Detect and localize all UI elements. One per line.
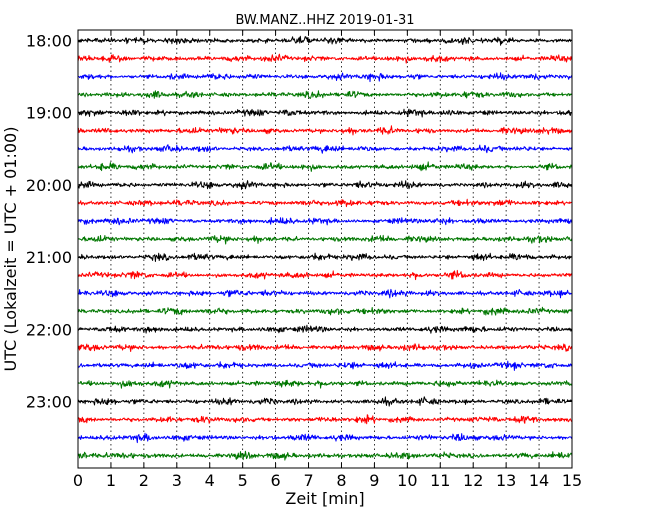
seismic-trace-4: [77, 90, 573, 99]
x-tick-label-14: 14: [529, 471, 549, 490]
seismic-trace-21: [78, 396, 573, 407]
x-tick-label-13: 13: [496, 471, 516, 490]
seismic-trace-24: [77, 450, 573, 461]
seismic-trace-7: [77, 144, 573, 154]
x-tick-label-3: 3: [172, 471, 182, 490]
x-tick-label-8: 8: [336, 471, 346, 490]
chart-title: BW.MANZ..HHZ 2019-01-31: [235, 13, 414, 28]
x-tick-label-0: 0: [73, 471, 83, 490]
x-tick-label-6: 6: [271, 471, 281, 490]
seismic-trace-8: [77, 161, 573, 172]
seismic-trace-15: [78, 288, 573, 299]
y-tick-label-20:00: 20:00: [26, 176, 72, 195]
x-tick-label-5: 5: [238, 471, 248, 490]
x-tick-label-12: 12: [463, 471, 483, 490]
seismic-trace-14: [77, 269, 573, 281]
y-tick-label-23:00: 23:00: [26, 393, 72, 412]
y-tick-label-22:00: 22:00: [26, 320, 72, 339]
seismic-trace-18: [77, 343, 573, 352]
y-tick-label-21:00: 21:00: [26, 248, 72, 267]
y-tick-label-19:00: 19:00: [26, 104, 72, 123]
seismic-trace-5: [77, 108, 573, 118]
seismic-trace-20: [77, 379, 573, 389]
seismic-trace-2: [77, 53, 573, 64]
x-tick-label-2: 2: [139, 471, 149, 490]
plot-frame: [77, 29, 573, 469]
trace-group: [77, 35, 573, 461]
x-tick-label-15: 15: [562, 471, 582, 490]
seismic-trace-17: [77, 324, 573, 334]
seismic-trace-6: [77, 125, 573, 136]
seismic-trace-10: [77, 198, 573, 208]
x-tick-label-10: 10: [397, 471, 417, 490]
seismic-trace-3: [77, 72, 573, 83]
seismic-trace-23: [77, 432, 573, 444]
seismic-trace-13: [77, 252, 573, 262]
x-tick-label-11: 11: [430, 471, 450, 490]
seismic-trace-22: [77, 414, 573, 425]
y-tick-label-18:00: 18:00: [26, 32, 72, 51]
x-tick-label-9: 9: [369, 471, 379, 490]
seismic-trace-16: [77, 306, 573, 316]
x-axis-label: Zeit [min]: [285, 489, 364, 508]
y-axis-label: UTC (Lokalzeit = UTC + 01:00): [1, 127, 20, 372]
seismic-trace-1: [77, 35, 573, 46]
x-tick-label-4: 4: [205, 471, 215, 490]
seismic-trace-9: [77, 180, 573, 190]
x-tick-label-7: 7: [303, 471, 313, 490]
seismic-trace-12: [77, 234, 573, 245]
seismic-trace-11: [77, 217, 573, 226]
y-axis-ticks: 18:00 19:00 20:00 21:00 22:00 23:00: [26, 32, 572, 412]
x-axis-ticks: 0 1 2 3 4 5 6 7 8 9 10 11 12 13 14 15: [73, 30, 582, 490]
seismic-trace-19: [77, 360, 573, 371]
x-tick-label-1: 1: [106, 471, 116, 490]
vertical-gridlines: [110, 30, 540, 468]
